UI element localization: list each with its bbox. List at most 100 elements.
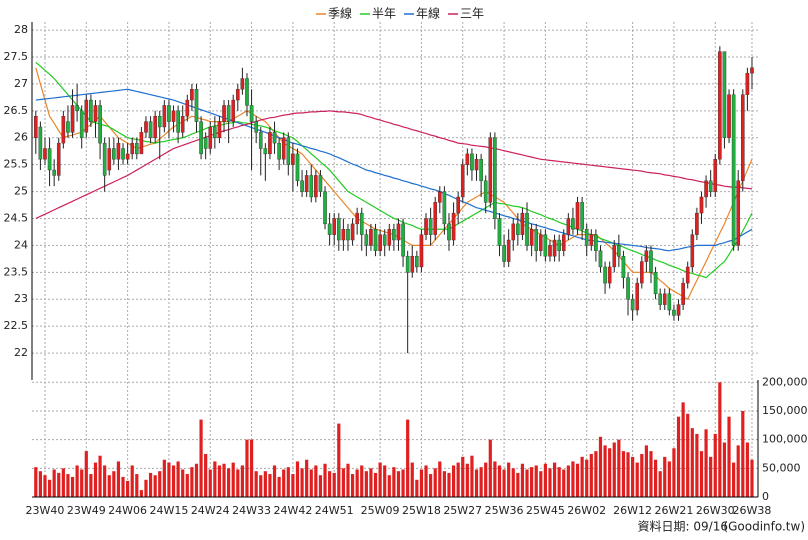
candle-body	[571, 218, 575, 230]
candle-body	[98, 105, 102, 144]
volume-bar	[484, 462, 488, 497]
candle-body	[176, 110, 180, 133]
volume-bar	[181, 469, 185, 497]
volume-bar	[585, 459, 589, 497]
candle-body	[722, 51, 727, 138]
candle-body	[741, 94, 745, 182]
legend-label: 年線	[416, 6, 440, 21]
volume-bar	[695, 433, 699, 497]
volume-bar	[38, 471, 42, 497]
candle-body	[281, 137, 286, 160]
candle-body	[148, 121, 153, 138]
candle-body	[580, 202, 584, 230]
volume-bar	[236, 469, 240, 497]
volume-bar	[148, 472, 153, 497]
candle-body	[584, 229, 589, 246]
candle-body	[561, 234, 566, 251]
candle-body	[479, 159, 483, 182]
volume-bar	[631, 456, 635, 497]
candle-body	[704, 180, 708, 198]
x-tick-label: 24W06	[108, 504, 147, 517]
candle-body	[488, 137, 493, 203]
source: (Goodinfo.tw)	[723, 520, 805, 534]
volume-bar	[263, 471, 267, 497]
volume-bar	[103, 465, 107, 497]
volume-bar	[433, 468, 437, 497]
volume-bar	[690, 428, 694, 497]
y-tick-label: 26	[14, 131, 28, 144]
candle-body	[598, 250, 603, 268]
volume-bar	[516, 472, 520, 497]
volume-bar	[580, 456, 584, 497]
date-note: 資料日期: 09/16	[638, 520, 728, 534]
volume-bar	[144, 479, 148, 497]
volume-bar	[217, 465, 222, 497]
candle-body	[460, 164, 465, 198]
volume-bar	[171, 465, 176, 497]
candle-body	[300, 180, 304, 192]
volume-bar	[47, 479, 52, 497]
candle-body	[139, 132, 144, 155]
candle-body	[341, 229, 346, 241]
volume-bar	[612, 442, 616, 497]
candle-body	[52, 169, 56, 176]
volume-bar	[396, 471, 401, 497]
y-tick-label: 22	[14, 346, 28, 359]
y-tick-label: 24.5	[4, 211, 29, 224]
candle-body	[626, 277, 630, 300]
volume-bar	[126, 480, 130, 497]
volume-bar	[429, 474, 433, 497]
candle-body	[470, 153, 474, 171]
volume-bar	[360, 465, 364, 497]
candle-body	[93, 105, 98, 122]
volume-bar	[341, 468, 345, 497]
volume-bar	[43, 475, 47, 497]
candle-body	[84, 99, 89, 133]
candle-body	[451, 212, 456, 241]
volume-bar	[373, 472, 378, 497]
candle-body	[277, 142, 281, 160]
y-tick-label: 100,000	[762, 433, 808, 446]
volume-bar	[722, 442, 727, 497]
y-tick-label: 150,000	[762, 404, 808, 417]
volume-bar	[530, 467, 534, 497]
volume-bar	[328, 471, 332, 497]
volume-bar	[438, 461, 442, 497]
volume-bar	[318, 475, 323, 497]
candle-body	[66, 121, 70, 133]
volume-bar	[667, 461, 671, 497]
y-tick-label: 26.5	[4, 104, 29, 117]
candle-body	[695, 212, 699, 235]
volume-bar	[84, 451, 88, 497]
volume-bar	[378, 462, 382, 497]
candle-body	[506, 239, 511, 262]
volume-bar	[502, 469, 506, 497]
candle-body	[318, 175, 323, 192]
volume-bar	[741, 410, 745, 497]
candle-body	[502, 245, 506, 262]
volume-bar	[277, 476, 281, 497]
x-tick-label: 26W12	[613, 504, 652, 517]
volume-bar	[305, 459, 309, 497]
candle-body	[575, 202, 580, 230]
candle-body	[79, 110, 84, 138]
candle-body	[750, 67, 754, 74]
candle-body	[382, 234, 387, 246]
volume-bar	[227, 468, 231, 497]
candle-body	[419, 234, 424, 268]
candle-body	[534, 229, 539, 251]
volume-bar	[332, 472, 336, 497]
candle-body	[217, 121, 222, 138]
volume-bar	[557, 467, 561, 497]
volume-bar	[387, 475, 391, 497]
volume-bar	[406, 419, 410, 497]
volume-bar	[52, 469, 56, 497]
y-tick-label: 0	[762, 490, 769, 503]
volume-bar	[603, 445, 607, 497]
candle-body	[456, 196, 460, 214]
volume-bar	[194, 463, 199, 497]
candle-body	[157, 116, 162, 128]
volume-bar	[488, 439, 492, 497]
volume-bar	[93, 462, 98, 497]
candle-body	[194, 89, 199, 122]
